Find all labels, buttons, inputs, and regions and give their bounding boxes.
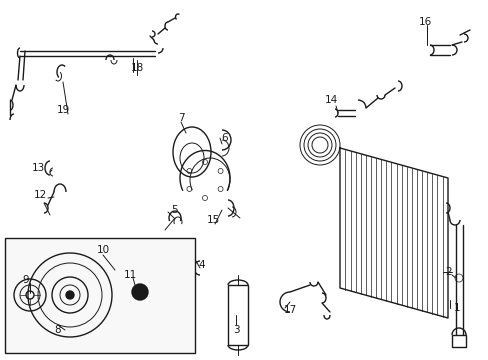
Text: 12: 12 xyxy=(33,190,46,200)
Text: 5: 5 xyxy=(170,205,177,215)
Text: 7: 7 xyxy=(177,113,184,123)
Text: 4: 4 xyxy=(198,260,205,270)
Text: 10: 10 xyxy=(96,245,109,255)
Bar xyxy=(5,238,195,353)
Bar xyxy=(451,335,465,347)
Text: 17: 17 xyxy=(283,305,296,315)
Circle shape xyxy=(66,291,74,299)
Text: 9: 9 xyxy=(22,275,29,285)
Text: 18: 18 xyxy=(130,63,143,73)
Text: 14: 14 xyxy=(324,95,337,105)
Text: 8: 8 xyxy=(55,325,61,335)
Text: 15: 15 xyxy=(206,215,219,225)
Circle shape xyxy=(137,289,142,295)
Text: 19: 19 xyxy=(56,105,69,115)
Text: 6: 6 xyxy=(221,133,228,143)
Text: 13: 13 xyxy=(31,163,44,173)
Text: 11: 11 xyxy=(123,270,136,280)
Bar xyxy=(227,285,247,345)
Text: 3: 3 xyxy=(232,325,239,335)
Circle shape xyxy=(132,284,148,300)
Text: 2: 2 xyxy=(445,267,451,277)
Text: 1: 1 xyxy=(453,303,459,313)
Text: 16: 16 xyxy=(418,17,431,27)
